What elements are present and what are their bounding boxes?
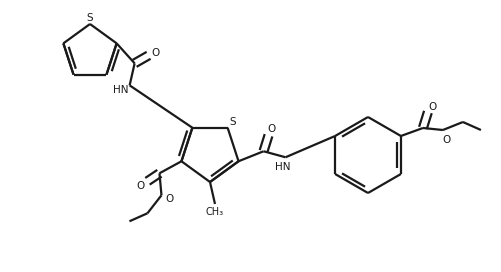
Text: HN: HN (113, 85, 128, 95)
Text: S: S (87, 13, 93, 23)
Text: O: O (165, 194, 173, 204)
Text: O: O (429, 102, 437, 112)
Text: O: O (268, 124, 276, 134)
Text: CH₃: CH₃ (206, 207, 224, 217)
Text: O: O (151, 48, 160, 58)
Text: HN: HN (275, 162, 290, 172)
Text: O: O (136, 181, 145, 191)
Text: S: S (229, 117, 236, 127)
Text: O: O (443, 135, 451, 145)
